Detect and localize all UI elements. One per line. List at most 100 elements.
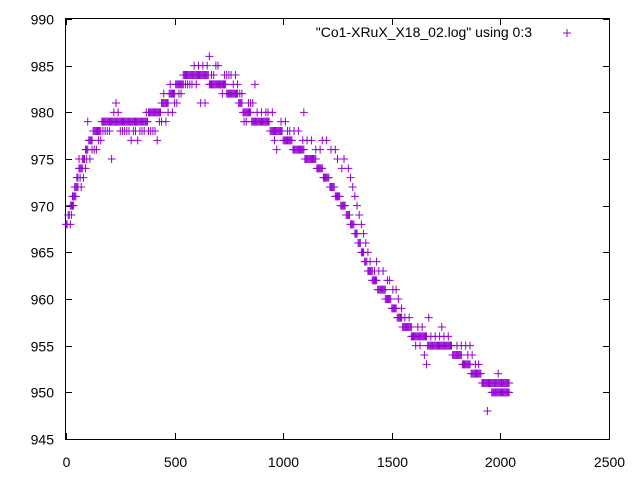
data-point bbox=[196, 99, 205, 107]
data-point bbox=[205, 52, 214, 61]
data-point bbox=[335, 192, 344, 201]
plot-area bbox=[65, 18, 610, 440]
x-axis: 0 500 1000 1500 2000 2500 bbox=[63, 19, 625, 470]
data-point bbox=[505, 379, 514, 387]
data-point bbox=[277, 117, 286, 126]
data-point bbox=[72, 183, 81, 191]
data-point bbox=[318, 164, 327, 173]
data-point bbox=[370, 267, 379, 275]
data-point bbox=[383, 276, 392, 285]
data-point bbox=[326, 145, 335, 154]
data-point bbox=[98, 127, 107, 135]
data-point bbox=[346, 173, 355, 182]
y-tick-label: 970 bbox=[31, 199, 55, 215]
data-point bbox=[272, 145, 281, 154]
y-tick-label: 965 bbox=[31, 245, 55, 261]
data-point bbox=[253, 108, 262, 117]
data-point bbox=[116, 127, 125, 135]
data-point bbox=[468, 351, 477, 359]
y-tick-label: 960 bbox=[31, 292, 55, 308]
data-point bbox=[143, 117, 152, 126]
y-tick-label: 985 bbox=[31, 59, 55, 75]
data-point bbox=[349, 220, 358, 229]
legend-marker bbox=[563, 29, 571, 37]
y-tick-label: 990 bbox=[31, 12, 55, 28]
y-tick-label: 945 bbox=[31, 432, 55, 448]
data-point bbox=[179, 80, 188, 89]
data-point bbox=[476, 369, 485, 378]
data-point bbox=[111, 99, 120, 107]
data-point bbox=[299, 145, 308, 154]
y-axis: 945 950 955 960 965 970 975 980 985 990 bbox=[31, 12, 609, 448]
data-point bbox=[361, 239, 370, 247]
data-point bbox=[355, 211, 364, 219]
data-point bbox=[287, 136, 296, 145]
plot-frame bbox=[65, 18, 610, 440]
data-point bbox=[298, 136, 307, 145]
data-point bbox=[424, 313, 433, 322]
data-point bbox=[66, 220, 75, 229]
data-point bbox=[474, 360, 483, 369]
data-point bbox=[311, 155, 320, 163]
data-point bbox=[218, 89, 227, 98]
data-point bbox=[270, 136, 279, 145]
data-point bbox=[127, 136, 136, 145]
data-point bbox=[166, 80, 175, 89]
x-tick-label: 0 bbox=[63, 454, 71, 470]
data-point bbox=[363, 248, 372, 257]
data-point bbox=[83, 117, 92, 126]
data-point bbox=[240, 117, 249, 126]
data-point bbox=[359, 229, 368, 238]
y-tick-label: 980 bbox=[31, 105, 55, 121]
legend-plus-marker bbox=[563, 29, 571, 37]
data-point bbox=[407, 323, 416, 331]
data-point bbox=[283, 127, 292, 135]
data-point bbox=[397, 304, 406, 313]
data-point bbox=[350, 192, 359, 201]
data-point bbox=[109, 108, 118, 117]
data-point bbox=[353, 201, 362, 210]
data-point bbox=[68, 201, 77, 210]
data-point bbox=[244, 99, 253, 107]
data-point bbox=[357, 220, 366, 229]
data-point bbox=[394, 295, 403, 303]
y-tick-label: 975 bbox=[31, 152, 55, 168]
x-tick-label: 2500 bbox=[594, 454, 625, 470]
data-point bbox=[420, 351, 429, 359]
data-series bbox=[62, 52, 514, 415]
data-point bbox=[216, 80, 225, 89]
data-point bbox=[345, 211, 354, 219]
legend-label: "Co1-XRuX_X18_02.log" using 0:3 bbox=[316, 24, 532, 40]
data-point bbox=[483, 407, 492, 415]
data-point bbox=[348, 183, 357, 191]
data-point bbox=[411, 341, 420, 350]
data-point bbox=[388, 285, 397, 294]
data-point bbox=[142, 108, 151, 117]
data-point bbox=[153, 136, 162, 145]
data-point bbox=[426, 332, 435, 341]
data-point bbox=[250, 80, 259, 89]
data-point bbox=[94, 136, 103, 145]
data-point bbox=[311, 145, 320, 154]
data-point bbox=[299, 108, 308, 117]
data-point bbox=[235, 89, 244, 98]
data-point bbox=[437, 323, 446, 331]
data-point bbox=[318, 136, 327, 145]
data-point bbox=[159, 89, 168, 98]
data-point bbox=[107, 155, 116, 163]
data-point bbox=[70, 192, 79, 201]
data-point bbox=[207, 71, 216, 79]
data-point bbox=[190, 61, 199, 70]
data-point bbox=[505, 388, 514, 397]
x-tick-label: 2000 bbox=[485, 454, 516, 470]
data-point bbox=[422, 360, 431, 369]
data-point bbox=[220, 71, 229, 79]
data-point bbox=[400, 313, 409, 322]
data-point bbox=[211, 61, 220, 70]
data-point bbox=[170, 99, 179, 107]
data-point bbox=[324, 173, 333, 182]
data-point bbox=[78, 164, 87, 173]
data-point bbox=[164, 108, 173, 117]
data-point bbox=[337, 164, 346, 173]
